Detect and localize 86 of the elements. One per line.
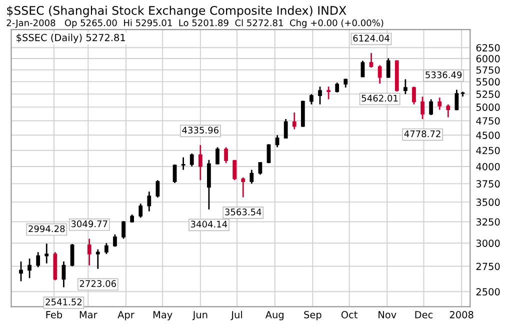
- x-tick-label: 2008: [450, 311, 474, 318]
- x-tick-label: Oct: [341, 311, 358, 318]
- candlestick: [454, 89, 459, 111]
- x-tick-label: Jul: [230, 310, 242, 320]
- annotation: 3404.14: [190, 220, 228, 228]
- candlestick: [113, 234, 117, 248]
- candlestick: [70, 243, 74, 267]
- candlestick: [87, 238, 92, 266]
- y-tick-label: 3000: [476, 240, 500, 247]
- candlestick: [275, 134, 280, 148]
- candlestick: [266, 143, 271, 164]
- candlestick: [122, 220, 126, 240]
- chart-subtitle: 2-Jan-2008 Op 5265.00 Hi 5295.01 Lo 5201.89 Cl 5272.81 Chg +0.00 (+0.00%): [6, 19, 384, 28]
- y-tick-label: 3500: [476, 198, 500, 206]
- x-tick-label: Feb: [46, 310, 62, 318]
- candlestick: [403, 78, 408, 95]
- candlestick: [250, 169, 254, 184]
- x-tick-label: Aug: [265, 311, 284, 320]
- candlestick: [326, 86, 330, 100]
- x-tick-label: Sep: [304, 311, 322, 320]
- candlestick: [172, 164, 177, 184]
- x-tick-label: Jun: [192, 311, 208, 320]
- candlestick: [156, 179, 160, 198]
- candlestick: [378, 64, 382, 84]
- y-tick-label: 4750: [476, 117, 500, 125]
- candlestick: [138, 202, 143, 218]
- candlestick: [335, 82, 340, 94]
- annotation: 2723.06: [80, 280, 116, 288]
- annotation: 3049.77: [71, 220, 108, 228]
- y-tick-label: 2500: [476, 288, 500, 296]
- annotation: 5462.01: [362, 94, 398, 102]
- annotation: 3563.54: [225, 208, 262, 216]
- candlestick: [36, 251, 40, 268]
- candlestick: [62, 260, 66, 288]
- candlestick: [284, 118, 288, 139]
- candlestick: [224, 146, 228, 164]
- candlestick: [19, 260, 23, 282]
- candlestick: [310, 93, 314, 106]
- annotation: 2994.28: [28, 225, 65, 232]
- y-tick-label: 5250: [476, 90, 500, 98]
- y-tick-label: 4500: [476, 132, 500, 139]
- candlestick: [28, 258, 32, 279]
- candlestick: [190, 152, 194, 168]
- candlestick: [44, 242, 49, 264]
- candlestick: [420, 96, 424, 120]
- y-tick-label: 5500: [476, 78, 500, 86]
- candlestick: [207, 159, 211, 210]
- annotation: 4335.96: [182, 126, 219, 134]
- x-tick-label: May: [153, 311, 172, 320]
- y-tick-label: 5750: [476, 66, 500, 74]
- x-tick-label: Apr: [118, 311, 134, 320]
- candlestick: [232, 159, 237, 181]
- candlestick: [438, 96, 442, 110]
- y-tick-label: 5000: [476, 104, 500, 111]
- annotation: 5336.49: [426, 71, 462, 78]
- y-tick-label: 3250: [476, 218, 500, 226]
- candlestick: [360, 60, 365, 78]
- candlestick: [258, 162, 262, 176]
- candlestick: [369, 52, 374, 68]
- y-tick-label: 3750: [476, 180, 500, 188]
- annotation: 6124.04: [353, 34, 390, 42]
- chart-title: $SSEC (Shanghai Stock Exchange Composite Index) INDX: [7, 6, 346, 18]
- y-tick-label: 2750: [476, 262, 500, 270]
- candlestick: [241, 176, 246, 198]
- candlestick: [429, 98, 434, 116]
- annotation: 4778.72: [404, 130, 440, 138]
- candlestick: [386, 58, 390, 79]
- candlestick: [216, 146, 220, 166]
- y-tick-label: 4250: [476, 146, 500, 154]
- annotation: $SSEC (Daily) 5272.81: [16, 34, 125, 44]
- candlestick: [412, 86, 416, 106]
- candlestick: [198, 144, 202, 181]
- candlestick: [96, 248, 100, 270]
- candlestick: [318, 86, 322, 106]
- y-tick-label: 4000: [476, 162, 500, 170]
- x-tick-label: Mar: [80, 311, 98, 318]
- candlestick: [446, 104, 450, 118]
- candlestick: [181, 156, 186, 171]
- candlestick: [104, 242, 108, 255]
- y-tick-label: 6250: [476, 44, 500, 52]
- annotation: 2541.52: [46, 298, 82, 306]
- candlestick: [292, 112, 296, 130]
- candlestick: [147, 190, 152, 212]
- x-tick-label: Dec: [415, 311, 433, 318]
- x-tick-label: Nov: [378, 311, 396, 318]
- y-tick-label: 6000: [476, 54, 500, 62]
